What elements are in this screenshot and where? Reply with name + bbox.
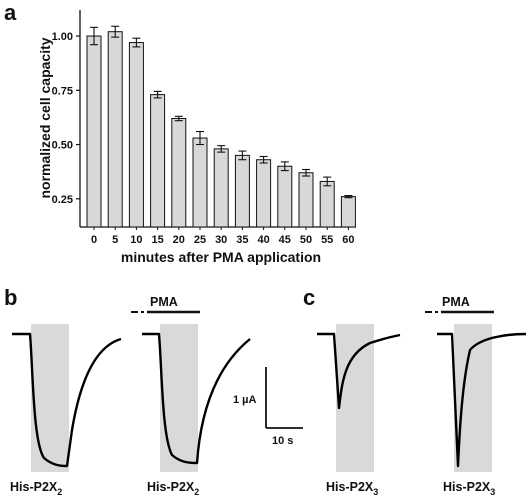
bar	[86, 35, 102, 228]
y-tick-label: 0.50	[52, 140, 73, 152]
bar	[234, 154, 250, 228]
x-tick-label: 0	[91, 234, 97, 246]
trace-label-his-p2x2-pma: His-P2X2	[147, 480, 199, 497]
bar-chart: 0.25 0.50 0.75 1.00 0 5 10 15 20 25 30 35 40 45 50 55 6…	[37, 10, 356, 265]
current-trace	[317, 332, 401, 410]
x-tick-label: 15	[151, 234, 163, 246]
x-tick-label: 40	[257, 234, 269, 246]
x-tick-label: 20	[173, 234, 185, 246]
trace-label-his-p2x3-control: His-P2X3	[326, 480, 378, 497]
current-trace	[12, 332, 122, 468]
current-trace	[437, 332, 527, 468]
agonist-application-bar	[336, 324, 374, 472]
y-tick-label: 0.75	[52, 85, 73, 97]
x-tick-label: 30	[215, 234, 227, 246]
pma-label: PMA	[442, 295, 470, 309]
x-tick-label: 5	[112, 234, 118, 246]
trace-label-his-p2x2-control: His-P2X2	[10, 480, 62, 497]
bar	[192, 137, 208, 228]
panel-label-c: c	[303, 285, 315, 310]
x-tick-label: 45	[279, 234, 291, 246]
x-tick-label: 50	[300, 234, 312, 246]
current-trace	[142, 332, 251, 465]
x-tick-label: 10	[130, 234, 142, 246]
panel-label-a: a	[4, 0, 17, 25]
x-tick-label: 35	[236, 234, 248, 246]
bar	[128, 42, 144, 228]
bar	[107, 31, 123, 228]
agonist-application-bar	[454, 324, 492, 472]
bar	[256, 159, 272, 228]
panel-label-b: b	[4, 285, 17, 310]
y-tick-label: 1.00	[52, 31, 73, 43]
bar	[213, 148, 229, 228]
x-tick-label: 60	[342, 234, 354, 246]
bar	[340, 196, 356, 228]
x-tick-label: 55	[321, 234, 333, 246]
y-axis-title: normalized cell capacity	[37, 37, 53, 198]
time-scale-label: 10 s	[272, 435, 293, 447]
y-tick-label: 0.25	[52, 194, 73, 206]
bar	[319, 180, 335, 228]
bar	[150, 94, 166, 228]
current-scale-label: 1 µA	[233, 394, 257, 406]
pma-label: PMA	[150, 295, 178, 309]
agonist-application-bar	[31, 324, 69, 472]
bar	[171, 118, 187, 228]
x-axis-title: minutes after PMA application	[121, 249, 321, 265]
x-tick-label: 25	[194, 234, 206, 246]
trace-label-his-p2x3-pma: His-P2X3	[443, 480, 495, 497]
agonist-application-bar	[160, 324, 198, 472]
bar	[298, 172, 314, 228]
bar	[277, 165, 293, 228]
